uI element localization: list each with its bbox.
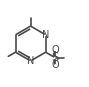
Text: N: N <box>42 30 49 40</box>
Text: O: O <box>51 60 59 70</box>
Text: S: S <box>51 51 59 64</box>
Text: N: N <box>27 56 34 66</box>
Text: O: O <box>51 45 59 55</box>
